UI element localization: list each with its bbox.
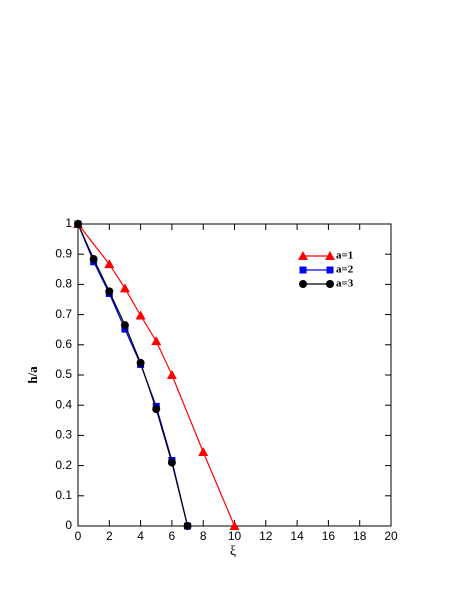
marker [198,447,209,457]
series-line [77,223,236,527]
marker [298,251,308,260]
x-tick-label: 14 [290,529,304,543]
marker [151,336,162,346]
marker [299,280,307,288]
y-tick-label: 0.7 [55,307,72,321]
x-tick-label: 18 [353,529,367,543]
marker [152,405,161,414]
x-tick-label: 2 [106,529,113,543]
legend-label: a=2 [336,264,354,276]
marker [299,266,307,274]
x-tick-label: 0 [75,529,82,543]
y-tick-label: 1 [65,216,72,230]
marker [166,370,177,379]
marker [105,287,114,296]
y-tick-label: 0.4 [55,397,72,411]
marker [167,458,176,467]
x-tick-label: 4 [137,529,144,543]
y-tick-label: 0.1 [55,488,72,502]
y-tick-label: 0.3 [55,428,72,442]
x-tick-label: 6 [169,529,176,543]
x-axis-label: ξ [230,544,236,559]
x-tick-label: 8 [200,529,207,543]
x-tick-label: 10 [228,529,242,543]
x-tick-label: 16 [322,529,336,543]
legend-label: a=3 [336,278,354,290]
marker [119,283,130,293]
marker [135,310,146,320]
marker [325,251,335,260]
x-tick-label: 20 [384,529,398,543]
legend-label: a=1 [336,250,353,262]
series-line [77,223,189,527]
y-tick-label: 0.2 [55,458,72,472]
marker [120,321,129,330]
y-tick-label: 0.5 [55,367,72,381]
marker [104,259,115,269]
marker [89,255,98,264]
marker [183,522,192,530]
y-tick-label: 0.6 [55,337,72,351]
x-tick-label: 12 [259,529,273,543]
marker [229,521,240,530]
marker [136,358,145,367]
y-tick-label: 0.9 [55,246,72,260]
marker [326,280,334,288]
marker [326,266,334,274]
y-axis-label: h/a [25,366,40,384]
series-line [77,223,189,527]
marker [74,220,82,228]
y-tick-label: 0.8 [55,277,72,291]
y-tick-label: 0 [65,518,72,532]
